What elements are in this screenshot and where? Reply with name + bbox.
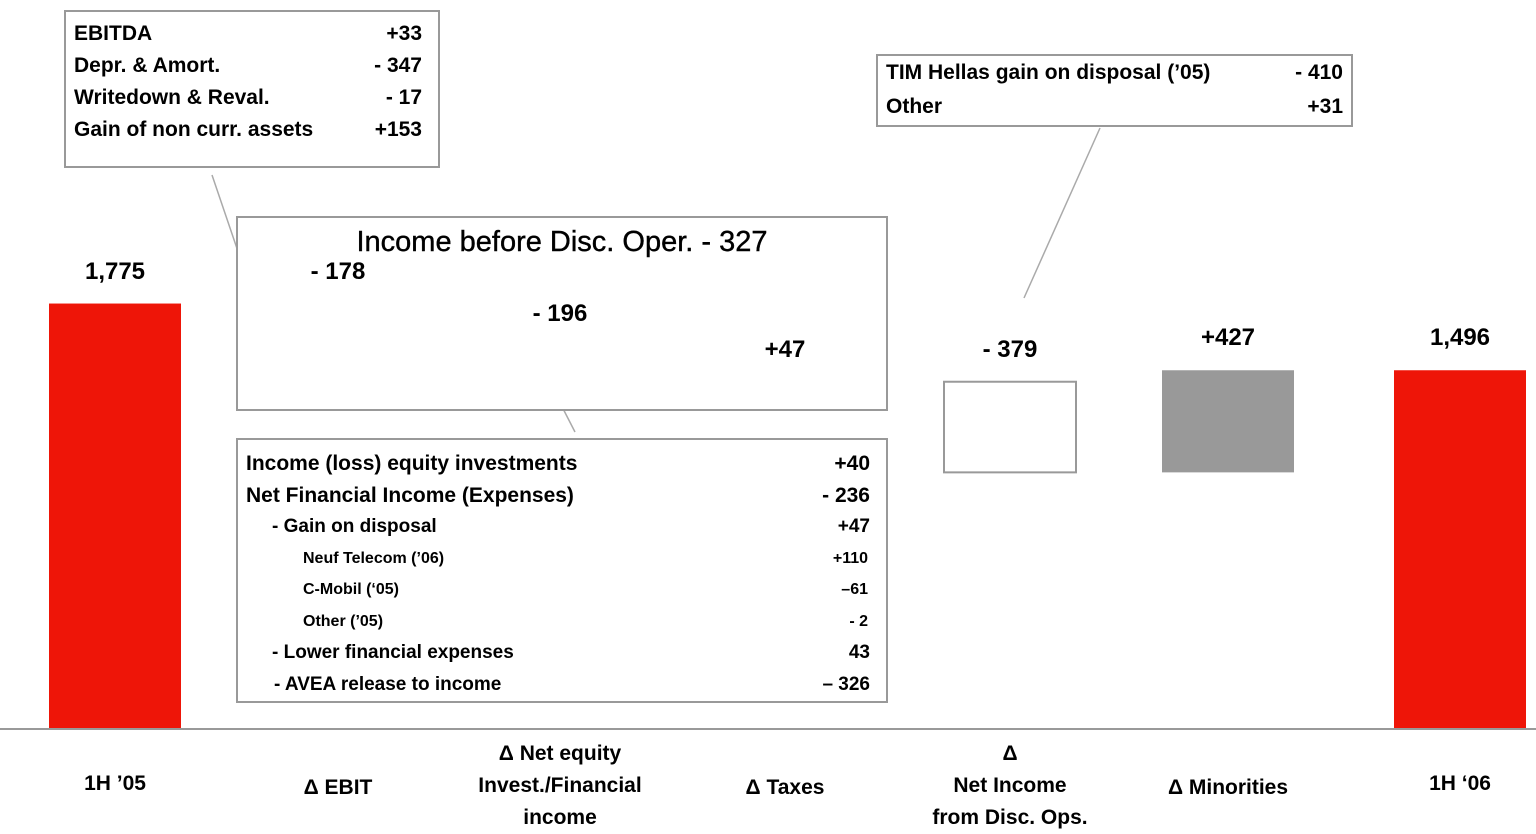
row-value: +110 [832, 549, 868, 567]
group-title: Income before Disc. Oper. - 327 [356, 226, 768, 258]
box-row: Other (’05) - 2 [246, 606, 870, 638]
row-value: –61 [841, 581, 868, 598]
row-label: EBITDA [74, 22, 153, 45]
row-value: - 236 [822, 483, 870, 507]
value-label: +47 [764, 335, 806, 363]
box-row: - Lower financial expenses 43 [246, 637, 870, 669]
row-label: Income (loss) equity investments [246, 452, 578, 475]
row-label: Other (’05) [303, 612, 384, 630]
group-box: Income before Disc. Oper. - 327 [236, 216, 888, 411]
row-label: Net Financial Income (Expenses) [246, 483, 574, 507]
row-label: Neuf Telecom (’06) [303, 549, 445, 567]
x-tick-label: Δ EBIT [303, 776, 373, 799]
box-row: EBITDA +33 [74, 18, 422, 50]
disc-box: TIM Hellas gain on disposal (’05) - 410 Ot… [876, 54, 1353, 127]
row-label: Depr. & Amort. [74, 54, 221, 77]
box-row: Net Financial Income (Expenses) - 236 [246, 480, 870, 512]
row-value: +31 [1307, 95, 1343, 118]
x-tick-label: 1H ’05 [84, 772, 146, 795]
bar [49, 303, 181, 728]
connector [1023, 127, 1101, 299]
box-row: C-Mobil (‘05) –61 [246, 574, 870, 606]
row-value: - 347 [374, 54, 422, 77]
x-tick-label: Δ Net Income from Disc. Ops. [932, 742, 1088, 829]
row-value: +153 [374, 118, 422, 141]
row-value: - 410 [1295, 61, 1343, 84]
value-label: +427 [1200, 324, 1256, 352]
value-label: 1,775 [84, 257, 146, 285]
row-label: - Gain on disposal [272, 516, 437, 537]
box-row: Income (loss) equity investments +40 [246, 448, 870, 480]
value-label: 1,496 [1429, 324, 1491, 352]
x-tick-label: Δ Minorities [1167, 776, 1289, 799]
bar [943, 380, 1077, 474]
x-tick-label: Δ Net equity Invest./Financial income [478, 742, 642, 829]
row-value: +33 [386, 22, 422, 45]
x-tick-label: Δ Taxes [745, 776, 825, 799]
bar [1394, 370, 1526, 728]
bar [1162, 370, 1294, 473]
row-label: C-Mobil (‘05) [303, 581, 399, 598]
row-label: Gain of non curr. assets [74, 118, 314, 141]
row-value: 43 [848, 642, 870, 663]
row-value: +40 [834, 452, 870, 475]
box-row: - AVEA release to income – 326 [246, 669, 870, 701]
row-label: TIM Hellas gain on disposal (’05) [886, 61, 1211, 84]
row-value: +47 [837, 516, 870, 537]
row-value: – 326 [822, 673, 870, 695]
box-row: - Gain on disposal +47 [246, 511, 870, 543]
x-tick-label: 1H ‘06 [1429, 772, 1491, 795]
row-label: Other [886, 95, 943, 118]
row-value: - 17 [385, 86, 422, 109]
box-row: Other +31 [886, 90, 1343, 124]
box-row: Depr. & Amort. - 347 [74, 50, 422, 82]
value-label: - 196 [532, 300, 588, 328]
row-label: - AVEA release to income [274, 673, 502, 695]
box-row: TIM Hellas gain on disposal (’05) - 410 [886, 56, 1343, 90]
value-label: - 379 [982, 335, 1038, 363]
row-label: Writedown & Reval. [74, 86, 270, 109]
ebit-box: EBITDA +33 Depr. & Amort. - 347 Writedown & … [64, 10, 440, 168]
box-row: Gain of non curr. assets +153 [74, 114, 422, 146]
row-label: - Lower financial expenses [272, 642, 514, 663]
box-row: Neuf Telecom (’06) +110 [246, 543, 870, 575]
box-row: Writedown & Reval. - 17 [74, 82, 422, 114]
value-label: - 178 [310, 257, 366, 285]
row-value: - 2 [849, 612, 868, 630]
financial-box: Income (loss) equity investments +40 Net F… [236, 438, 888, 703]
